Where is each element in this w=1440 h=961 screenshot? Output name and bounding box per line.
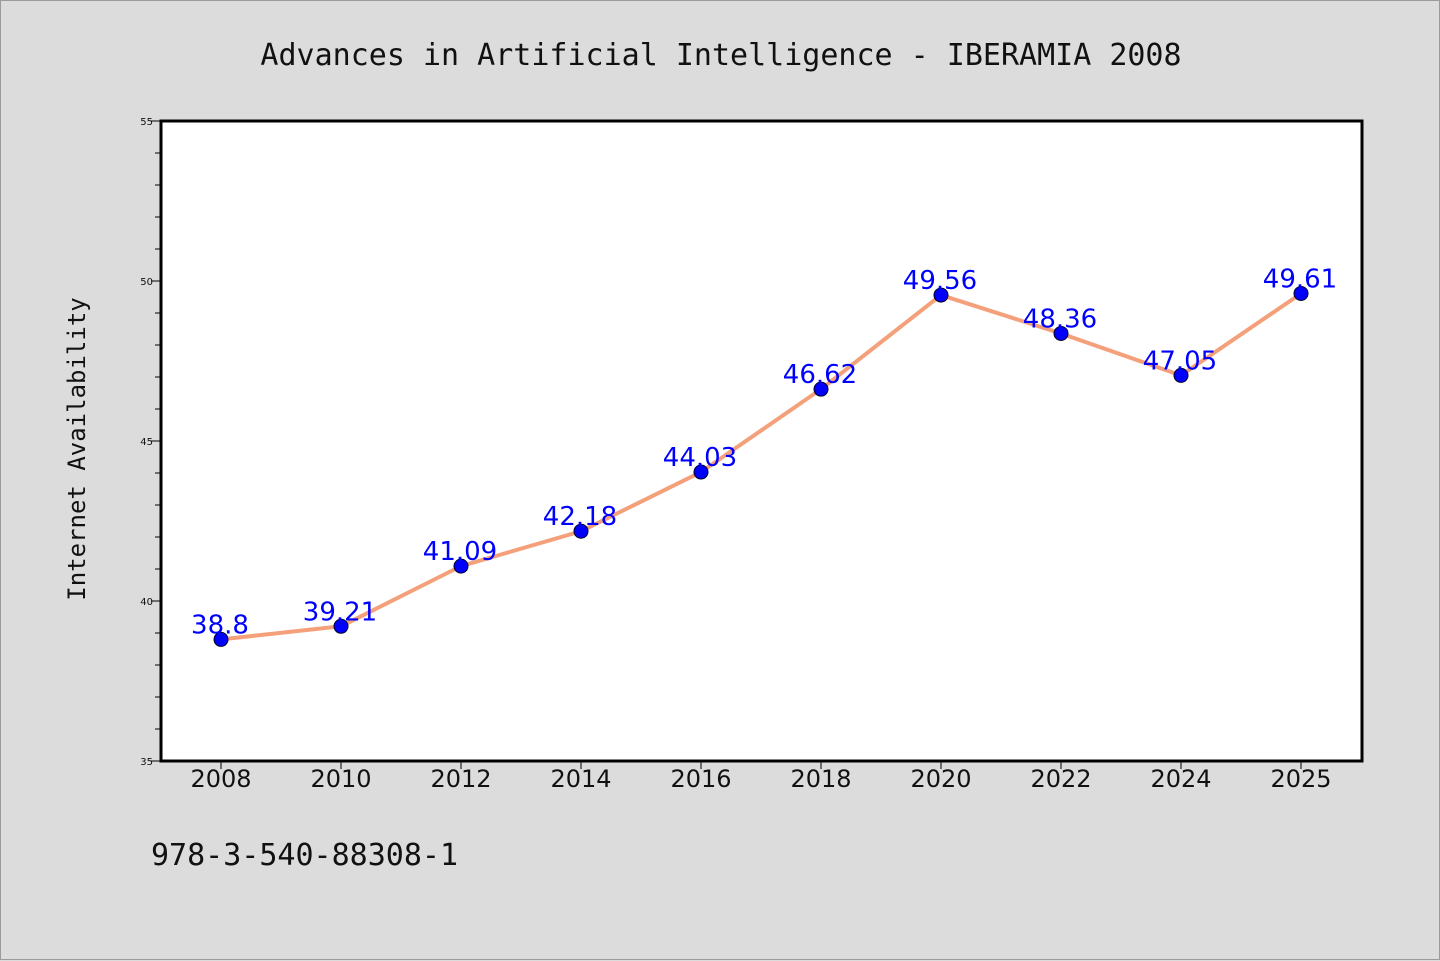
data-point (213, 631, 229, 647)
data-label: 49.56 (903, 266, 977, 296)
x-tick-label: 2008 (190, 765, 251, 793)
x-tick-label: 2025 (1270, 765, 1331, 793)
x-tick-label: 2014 (550, 765, 611, 793)
x-tick-label: 2020 (910, 765, 971, 793)
data-label: 48.36 (1023, 304, 1097, 334)
data-point (1053, 325, 1069, 341)
y-tick-label: 55 (140, 117, 153, 128)
series-line-group (219, 291, 1303, 642)
y-tick-label: 50 (140, 277, 153, 288)
data-point (333, 618, 349, 634)
x-tick-label: 2012 (430, 765, 491, 793)
y-tick-label: 40 (140, 597, 153, 608)
x-tick-label: 2018 (790, 765, 851, 793)
x-axis: 2008 2010 2012 2014 2016 2018 2020 2022 2024 2025 (190, 761, 1332, 793)
data-label: 47.05 (1143, 346, 1217, 376)
isbn-footer: 978-3-540-88308-1 (151, 838, 458, 873)
series-line (219, 291, 1303, 642)
data-labels: 38.8 39.21 41.09 42.18 44.03 46.62 49.56 48.36 4… (191, 264, 1337, 640)
x-tick-label: 2010 (310, 765, 371, 793)
x-tick-label: 2016 (670, 765, 731, 793)
data-point (1173, 367, 1189, 383)
y-tick-label: 45 (140, 437, 153, 448)
x-tick-label: 2024 (1150, 765, 1211, 793)
data-point (453, 558, 469, 574)
y-tick-label: 35 (140, 757, 153, 768)
chart-title: Advances in Artificial Intelligence - IB… (260, 38, 1181, 73)
data-label: 46.62 (783, 360, 857, 390)
data-point (1293, 285, 1309, 301)
data-points (213, 285, 1309, 647)
y-axis: 35 40 45 50 55 (140, 117, 161, 768)
data-point (573, 523, 589, 539)
data-point (933, 287, 949, 303)
data-label: 38.8 (191, 610, 249, 640)
x-tick-label: 2022 (1030, 765, 1091, 793)
data-label: 42.18 (543, 502, 617, 532)
data-label: 41.09 (423, 537, 497, 567)
data-point (693, 464, 709, 480)
y-axis-label: Internet Availability (63, 297, 91, 600)
data-label: 49.61 (1263, 264, 1337, 294)
data-point (813, 381, 829, 397)
data-label: 39.21 (303, 597, 377, 627)
data-label: 44.03 (663, 443, 737, 473)
plot-area (159, 119, 1364, 763)
